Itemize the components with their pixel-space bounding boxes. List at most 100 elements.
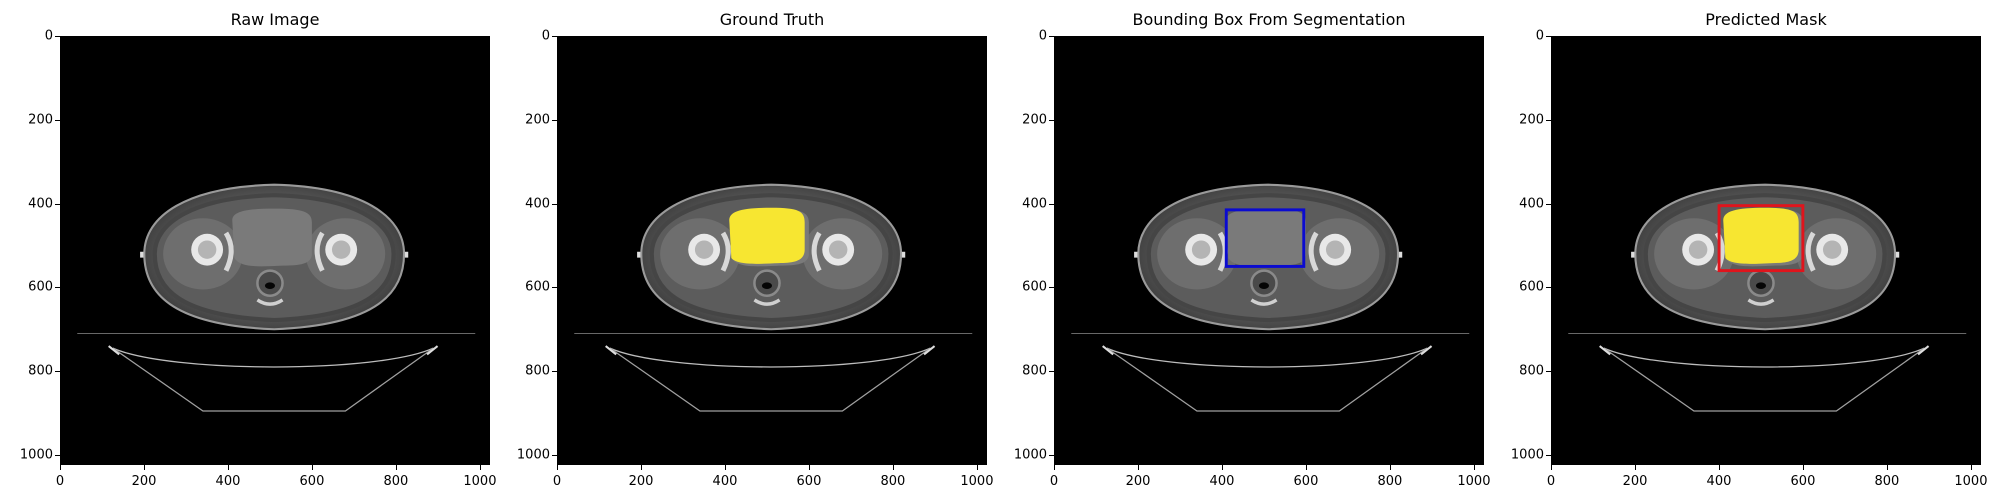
y-tick-mark xyxy=(1546,287,1551,289)
y-tick-label: 200 xyxy=(1519,112,1544,128)
y-tick-label: 800 xyxy=(28,363,53,379)
x-tick-mark xyxy=(1634,465,1636,470)
ct-image-area xyxy=(1054,36,1484,465)
y-tick-label: 200 xyxy=(28,112,53,128)
ct-scan-image xyxy=(557,36,987,465)
x-tick-label: 1000 xyxy=(960,474,994,489)
right-marker xyxy=(1895,251,1900,258)
y-tick-mark xyxy=(552,36,557,37)
right-marker xyxy=(901,251,906,258)
x-tick-label: 600 xyxy=(1293,474,1319,489)
x-tick-mark xyxy=(395,465,397,470)
x-tick-label: 1000 xyxy=(1954,474,1988,489)
panel-title: Ground Truth xyxy=(719,10,825,29)
y-tick-label: 600 xyxy=(1022,279,1047,295)
table-cradle-curve xyxy=(1603,347,1925,368)
x-tick-label: 800 xyxy=(1874,474,1900,489)
left-femoral-marrow xyxy=(197,240,217,259)
y-tick-label: 800 xyxy=(1519,363,1544,379)
right-femoral-marrow xyxy=(331,240,351,259)
y-tick-mark xyxy=(55,287,60,289)
right-femoral-marrow xyxy=(1325,240,1345,259)
x-tick-mark xyxy=(1802,465,1804,470)
y-tick-label: 600 xyxy=(525,279,550,295)
y-tick-label: 200 xyxy=(525,112,550,128)
x-tick-mark xyxy=(1473,465,1475,470)
x-tick-label: 800 xyxy=(1377,474,1403,489)
rectal-air xyxy=(264,282,275,290)
x-tick-mark xyxy=(1551,465,1552,470)
bladder xyxy=(1226,208,1306,267)
y-tick-label: 0 xyxy=(1038,28,1047,44)
table-cradle-base xyxy=(112,347,434,412)
x-tick-mark xyxy=(1718,465,1720,470)
left-marker xyxy=(140,251,144,258)
table-right-edge xyxy=(426,345,439,356)
table-cradle-base xyxy=(609,347,931,412)
y-tick-mark xyxy=(552,287,557,289)
y-tick-mark xyxy=(1546,203,1551,205)
x-tick-label: 600 xyxy=(796,474,822,489)
x-tick-label: 600 xyxy=(1790,474,1816,489)
table-cradle-curve xyxy=(609,347,931,368)
y-tick-label: 1000 xyxy=(516,447,550,463)
left-acetabulum xyxy=(223,231,234,272)
y-tick-label: 0 xyxy=(541,28,550,44)
y-tick-mark xyxy=(55,371,60,373)
y-tick-mark xyxy=(1049,371,1054,373)
x-tick-mark xyxy=(479,465,481,470)
x-tick-label: 200 xyxy=(628,474,654,489)
x-tick-label: 400 xyxy=(712,474,738,489)
x-tick-label: 0 xyxy=(552,474,562,489)
x-tick-label: 200 xyxy=(131,474,157,489)
x-tick-mark xyxy=(1886,465,1888,470)
ct-image-area xyxy=(60,36,490,465)
ct-scan-image xyxy=(1551,36,1981,465)
panel-raw-image: Raw Image 0 200 400 600 800 1000 0 200 400 600 800… xyxy=(0,0,500,500)
left-marker xyxy=(1631,251,1635,258)
y-tick-label: 1000 xyxy=(1013,447,1047,463)
x-tick-label: 200 xyxy=(1622,474,1648,489)
x-tick-label: 400 xyxy=(1209,474,1235,489)
table-left-edge xyxy=(605,345,617,356)
y-tick-mark xyxy=(55,203,60,205)
table-cradle-curve xyxy=(1106,347,1428,368)
x-tick-mark xyxy=(1054,465,1055,470)
table-cradle-curve xyxy=(112,347,434,368)
y-tick-label: 400 xyxy=(1022,196,1047,212)
table-left-edge xyxy=(1599,345,1611,356)
right-acetabulum xyxy=(1805,231,1816,272)
x-tick-mark xyxy=(557,465,558,470)
coccyx xyxy=(753,298,781,306)
y-tick-mark xyxy=(55,119,60,121)
x-tick-mark xyxy=(1970,465,1972,470)
y-tick-label: 400 xyxy=(525,196,550,212)
y-tick-mark xyxy=(1049,119,1054,121)
y-tick-label: 400 xyxy=(1519,196,1544,212)
x-tick-label: 200 xyxy=(1125,474,1151,489)
x-tick-mark xyxy=(143,465,145,470)
x-tick-mark xyxy=(311,465,313,470)
right-femoral-marrow xyxy=(1822,240,1842,259)
x-tick-mark xyxy=(60,465,61,470)
left-femoral-marrow xyxy=(1191,240,1211,259)
x-tick-mark xyxy=(808,465,810,470)
x-tick-label: 1000 xyxy=(1457,474,1491,489)
right-marker xyxy=(1398,251,1403,258)
y-tick-mark xyxy=(1049,203,1054,205)
x-tick-mark xyxy=(640,465,642,470)
x-tick-mark xyxy=(976,465,978,470)
panel-ground-truth: Ground Truth 0 200 400 600 800 1000 0 200 400 600… xyxy=(497,0,997,500)
panel-title: Predicted Mask xyxy=(1705,10,1827,29)
ground-truth-bbox xyxy=(1224,208,1306,268)
table-left-edge xyxy=(108,345,120,356)
x-tick-label: 1000 xyxy=(463,474,497,489)
left-acetabulum xyxy=(720,231,731,272)
left-femoral-marrow xyxy=(694,240,714,259)
table-right-edge xyxy=(1917,345,1930,356)
x-tick-label: 0 xyxy=(1546,474,1556,489)
table-left-edge xyxy=(1102,345,1114,356)
y-tick-mark xyxy=(1049,454,1054,456)
y-tick-mark xyxy=(552,203,557,205)
panel-title: Bounding Box From Segmentation xyxy=(1132,10,1406,29)
